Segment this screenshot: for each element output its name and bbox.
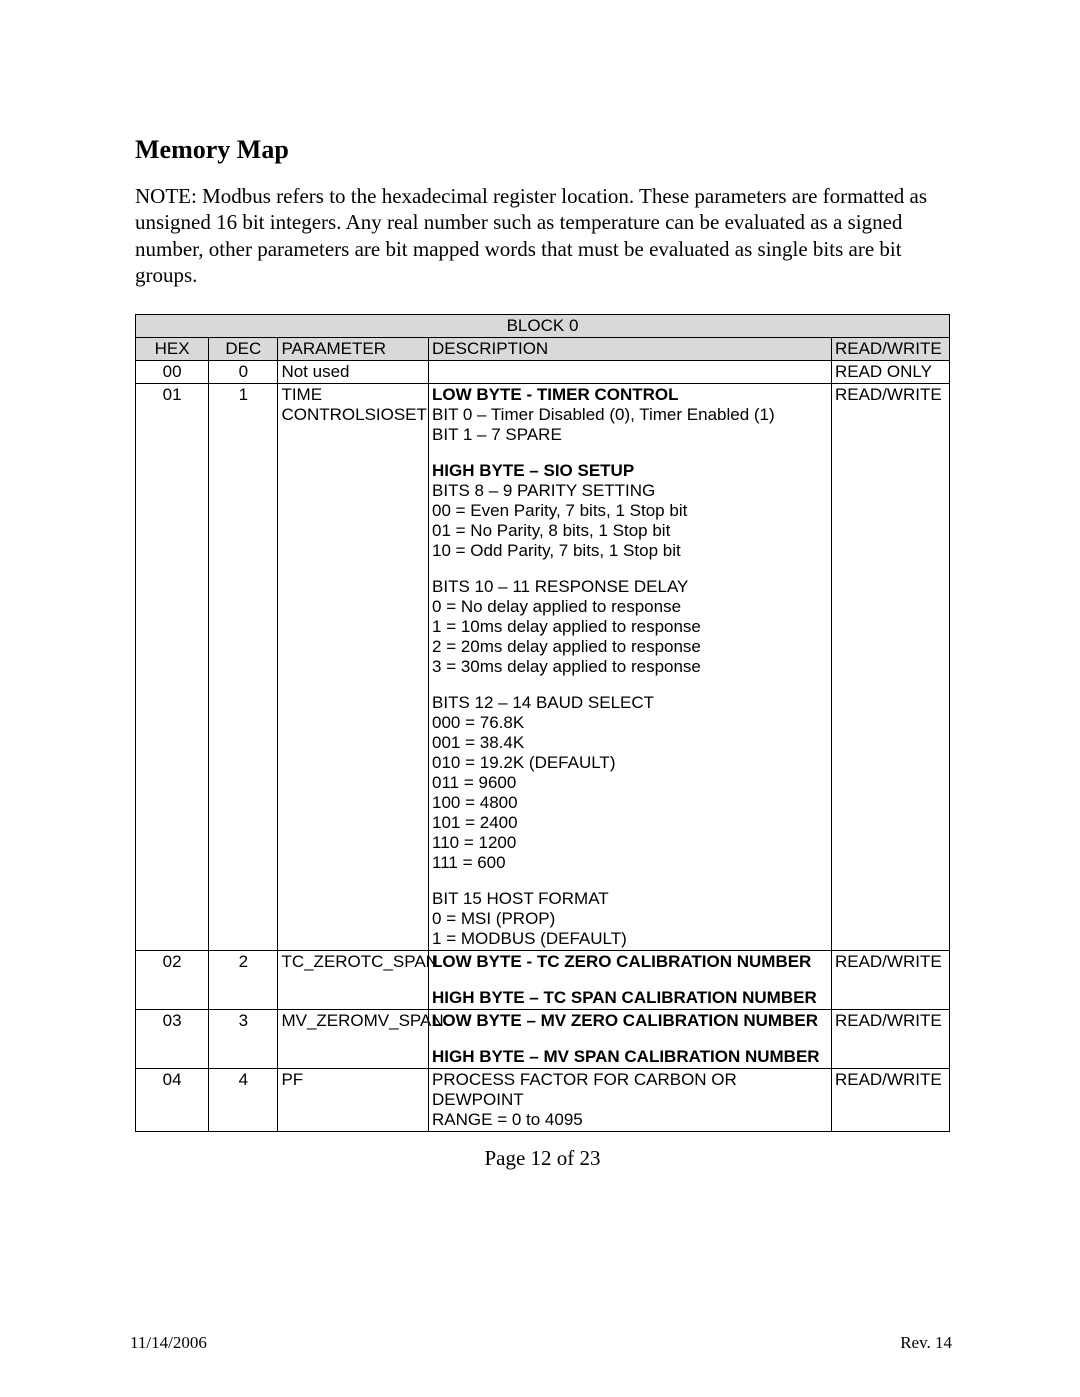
- desc-line: BIT 15 HOST FORMAT: [432, 889, 828, 909]
- column-header-row: HEX DEC PARAMETER DESCRIPTION READ/WRITE: [136, 338, 950, 361]
- desc-header: HIGH BYTE – MV SPAN CALIBRATION NUMBER: [432, 1047, 828, 1067]
- desc-line: 101 = 2400: [432, 813, 828, 833]
- cell-rw: READ/WRITE: [831, 1010, 949, 1069]
- param-line: Not used: [281, 362, 349, 381]
- cell-desc: PROCESS FACTOR FOR CARBON OR DEWPOINTRAN…: [429, 1069, 832, 1132]
- cell-rw: READ/WRITE: [831, 384, 949, 951]
- cell-desc: LOW BYTE - TC ZERO CALIBRATION NUMBER HIG…: [429, 951, 832, 1010]
- cell-param: TC_ZEROTC_SPAN: [278, 951, 429, 1010]
- desc-line: 001 = 38.4K: [432, 733, 828, 753]
- param-line: TIME CONTROL: [281, 385, 364, 424]
- desc-line: 2 = 20ms delay applied to response: [432, 637, 828, 657]
- desc-header: HIGH BYTE – TC SPAN CALIBRATION NUMBER: [432, 988, 828, 1008]
- table-row: 011TIME CONTROLSIOSETLOW BYTE - TIMER CO…: [136, 384, 950, 951]
- desc-header: LOW BYTE – MV ZERO CALIBRATION NUMBER: [432, 1011, 828, 1031]
- cell-param: TIME CONTROLSIOSET: [278, 384, 429, 951]
- cell-hex: 01: [136, 384, 209, 951]
- desc-line: 110 = 1200: [432, 833, 828, 853]
- param-line: TC_ZERO: [281, 952, 360, 971]
- desc-line: 10 = Odd Parity, 7 bits, 1 Stop bit: [432, 541, 828, 561]
- cell-desc: [429, 361, 832, 384]
- desc-line: BIT 1 – 7 SPARE: [432, 425, 828, 445]
- page-number: Page 12 of 23: [135, 1146, 950, 1171]
- cell-desc: LOW BYTE – MV ZERO CALIBRATION NUMBER HIG…: [429, 1010, 832, 1069]
- param-line: TC_SPAN: [361, 952, 438, 971]
- desc-line: 3 = 30ms delay applied to response: [432, 657, 828, 677]
- footer-date: 11/14/2006: [130, 1333, 207, 1353]
- desc-line: 0 = No delay applied to response: [432, 597, 828, 617]
- col-desc: DESCRIPTION: [429, 338, 832, 361]
- desc-line: RANGE = 0 to 4095: [432, 1110, 828, 1130]
- desc-line: PROCESS FACTOR FOR CARBON OR DEWPOINT: [432, 1070, 828, 1110]
- desc-line: 0 = MSI (PROP): [432, 909, 828, 929]
- table-body: 000Not usedREAD ONLY011TIME CONTROLSIOSE…: [136, 361, 950, 1132]
- table-row: 033MV_ZEROMV_SPANLOW BYTE – MV ZERO CALI…: [136, 1010, 950, 1069]
- footer-rev: Rev. 14: [900, 1333, 952, 1353]
- param-line: PF: [281, 1070, 303, 1089]
- desc-line: 000 = 76.8K: [432, 713, 828, 733]
- param-line: MV_ZERO: [281, 1011, 363, 1030]
- desc-line: 01 = No Parity, 8 bits, 1 Stop bit: [432, 521, 828, 541]
- cell-dec: 4: [209, 1069, 278, 1132]
- desc-header: LOW BYTE - TIMER CONTROL: [432, 385, 828, 405]
- cell-rw: READ ONLY: [831, 361, 949, 384]
- table-row: 022TC_ZEROTC_SPANLOW BYTE - TC ZERO CALI…: [136, 951, 950, 1010]
- note-paragraph: NOTE: Modbus refers to the hexadecimal r…: [135, 183, 950, 288]
- cell-dec: 3: [209, 1010, 278, 1069]
- cell-param: Not used: [278, 361, 429, 384]
- desc-line: 1 = MODBUS (DEFAULT): [432, 929, 828, 949]
- block-header-row: BLOCK 0: [136, 315, 950, 338]
- table-row: 044PF PROCESS FACTOR FOR CARBON OR DEWPOI…: [136, 1069, 950, 1132]
- desc-line: 100 = 4800: [432, 793, 828, 813]
- cell-hex: 04: [136, 1069, 209, 1132]
- cell-dec: 1: [209, 384, 278, 951]
- desc-line: BITS 10 – 11 RESPONSE DELAY: [432, 577, 828, 597]
- desc-line: 010 = 19.2K (DEFAULT): [432, 753, 828, 773]
- cell-dec: 0: [209, 361, 278, 384]
- cell-dec: 2: [209, 951, 278, 1010]
- cell-param: PF: [278, 1069, 429, 1132]
- desc-line: 00 = Even Parity, 7 bits, 1 Stop bit: [432, 501, 828, 521]
- col-rw: READ/WRITE: [831, 338, 949, 361]
- desc-line: 111 = 600: [432, 853, 828, 873]
- block-label: BLOCK 0: [136, 315, 950, 338]
- cell-hex: 02: [136, 951, 209, 1010]
- memory-map-table: BLOCK 0 HEX DEC PARAMETER DESCRIPTION RE…: [135, 314, 950, 1132]
- cell-rw: READ/WRITE: [831, 1069, 949, 1132]
- desc-header: HIGH BYTE – SIO SETUP: [432, 461, 828, 481]
- desc-line: 011 = 9600: [432, 773, 828, 793]
- cell-param: MV_ZEROMV_SPAN: [278, 1010, 429, 1069]
- desc-header: LOW BYTE - TC ZERO CALIBRATION NUMBER: [432, 952, 828, 972]
- page-title: Memory Map: [135, 135, 950, 165]
- cell-desc: LOW BYTE - TIMER CONTROLBIT 0 – Timer Di…: [429, 384, 832, 951]
- col-hex: HEX: [136, 338, 209, 361]
- col-param: PARAMETER: [278, 338, 429, 361]
- table-row: 000Not usedREAD ONLY: [136, 361, 950, 384]
- cell-hex: 03: [136, 1010, 209, 1069]
- desc-line: BITS 8 – 9 PARITY SETTING: [432, 481, 828, 501]
- col-dec: DEC: [209, 338, 278, 361]
- desc-line: BIT 0 – Timer Disabled (0), Timer Enable…: [432, 405, 828, 425]
- param-line: SIOSET: [365, 405, 427, 424]
- desc-line: BITS 12 – 14 BAUD SELECT: [432, 693, 828, 713]
- desc-line: 1 = 10ms delay applied to response: [432, 617, 828, 637]
- cell-rw: READ/WRITE: [831, 951, 949, 1010]
- cell-hex: 00: [136, 361, 209, 384]
